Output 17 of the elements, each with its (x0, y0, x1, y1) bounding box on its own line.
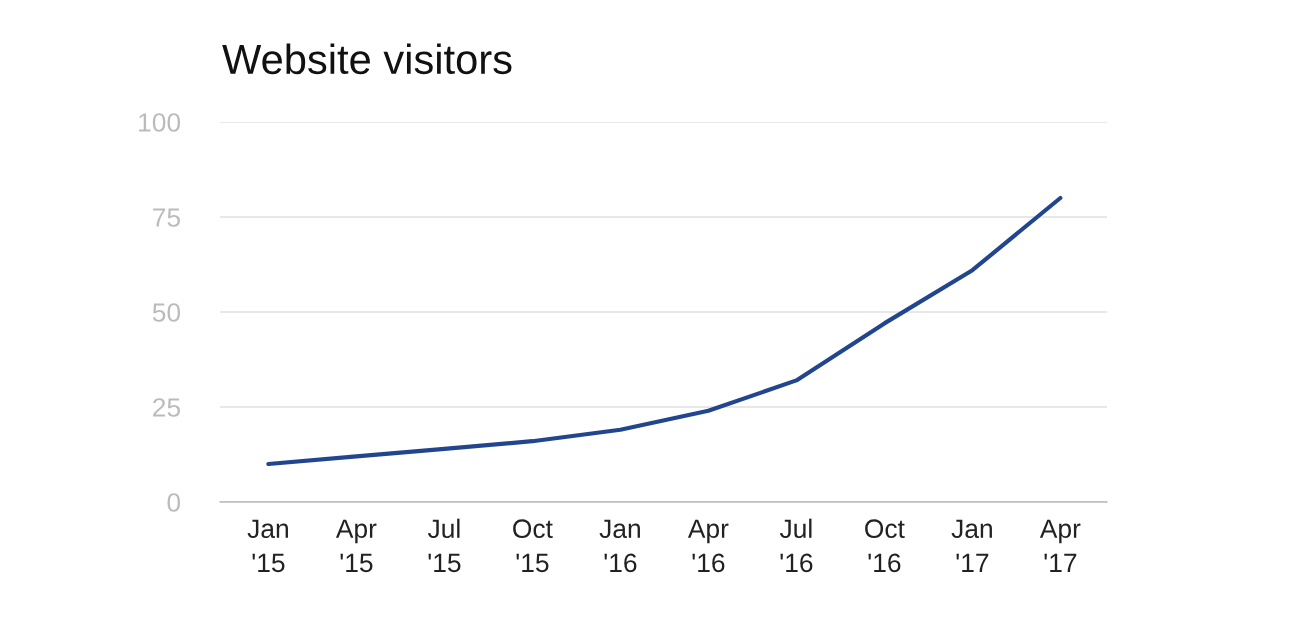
x-tick-label: Oct '15 (513, 519, 553, 573)
x-tick-label: Apr '16 (687, 519, 729, 573)
x-tick-label: Jul '15 (427, 518, 461, 573)
x-tick-label: Apr '17 (1039, 519, 1081, 572)
x-tick-label: Jul '16 (779, 518, 813, 573)
x-tick-label: Jan '15 (247, 519, 288, 573)
y-tick-label: 50 (152, 303, 181, 322)
y-tick-label: 75 (153, 208, 181, 227)
x-tick-label: Jan '16 (599, 519, 640, 573)
x-tick-label: Apr '15 (335, 519, 377, 573)
line-series (266, 195, 1063, 467)
x-tick-label: Oct '16 (865, 519, 905, 573)
x-tick-label: Jan '17 (951, 519, 992, 572)
chart-title: Website visitors (222, 43, 512, 75)
y-tick-label: 25 (153, 398, 181, 417)
y-tick-label: 0 (167, 493, 181, 512)
y-tick-label: 100 (139, 113, 181, 132)
